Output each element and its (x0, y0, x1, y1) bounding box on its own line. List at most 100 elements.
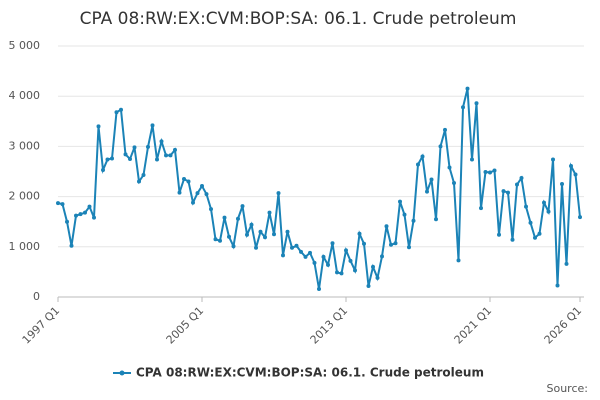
point (87, 204, 92, 209)
point (173, 147, 177, 152)
point (299, 249, 303, 254)
point (429, 177, 434, 182)
point (465, 86, 470, 91)
legend-label: CPA 08:RW:EX:CVM:BOP:SA: 06.1. Crude pet… (136, 366, 484, 380)
point (141, 173, 146, 178)
point (101, 167, 105, 172)
point (290, 245, 294, 250)
point (200, 184, 204, 189)
point (425, 189, 429, 194)
point (447, 165, 452, 170)
point (276, 191, 281, 196)
chart-title: CPA 08:RW:EX:CVM:BOP:SA: 06.1. Crude pet… (80, 9, 517, 29)
point (321, 254, 326, 259)
point (389, 242, 393, 247)
point (74, 213, 78, 218)
point (443, 127, 447, 132)
point (335, 270, 339, 275)
point (578, 215, 582, 220)
point (231, 244, 236, 249)
point (222, 215, 227, 220)
point (236, 216, 240, 221)
point (137, 179, 141, 184)
point (150, 123, 155, 128)
point (533, 235, 537, 240)
point (393, 241, 398, 246)
point (519, 176, 524, 181)
point (551, 157, 555, 162)
point (285, 229, 290, 234)
point (528, 220, 533, 225)
point (326, 262, 330, 267)
legend-marker (119, 370, 125, 376)
x-tick-label: 2021 Q1 (452, 304, 495, 347)
point (416, 162, 420, 167)
point (263, 235, 267, 240)
point (168, 153, 173, 158)
point (438, 144, 443, 149)
point (407, 245, 411, 250)
point (110, 156, 114, 161)
x-tick-label: 2005 Q1 (164, 304, 207, 347)
point (132, 145, 137, 150)
x-tick-label: 2013 Q1 (308, 304, 351, 347)
point (492, 168, 497, 173)
point (56, 201, 60, 206)
point (254, 245, 258, 250)
y-tick-label: 1 000 (9, 240, 41, 253)
y-tick-label: 0 (33, 290, 40, 303)
point (474, 101, 479, 106)
point (348, 258, 353, 263)
series-line (57, 88, 581, 290)
point (186, 179, 191, 184)
point (357, 231, 362, 236)
point (123, 152, 128, 157)
point (506, 190, 510, 195)
point (542, 200, 546, 205)
y-tick-label: 5 000 (9, 39, 41, 52)
point (524, 204, 528, 209)
x-tick-label: 2026 Q1 (542, 304, 585, 347)
point (65, 219, 69, 224)
y-tick-label: 4 000 (9, 89, 41, 102)
point (209, 207, 213, 212)
point (510, 237, 515, 242)
x-tick-label: 1997 Q1 (20, 304, 63, 347)
point (497, 232, 501, 237)
point (317, 286, 321, 291)
point (573, 172, 578, 177)
point (380, 254, 384, 259)
point (195, 191, 200, 196)
point (69, 243, 74, 248)
point (218, 238, 222, 243)
point (371, 264, 375, 269)
point (569, 163, 573, 168)
point (146, 144, 150, 149)
point (470, 157, 474, 162)
point (330, 241, 335, 246)
point (164, 153, 168, 158)
point (452, 181, 456, 186)
point (272, 232, 276, 237)
point (227, 234, 231, 239)
point (375, 275, 380, 280)
point (339, 271, 344, 276)
point (182, 177, 186, 182)
point (213, 237, 218, 242)
point (191, 200, 195, 205)
point (96, 124, 101, 129)
point (384, 224, 389, 229)
point (245, 232, 249, 237)
y-tick-label: 3 000 (9, 139, 41, 152)
point (555, 283, 560, 288)
point (488, 170, 492, 175)
point (281, 253, 285, 258)
point (420, 154, 425, 159)
source: Source: (547, 382, 589, 395)
point (258, 229, 263, 234)
point (483, 170, 488, 175)
point (501, 189, 506, 194)
point (78, 212, 83, 217)
